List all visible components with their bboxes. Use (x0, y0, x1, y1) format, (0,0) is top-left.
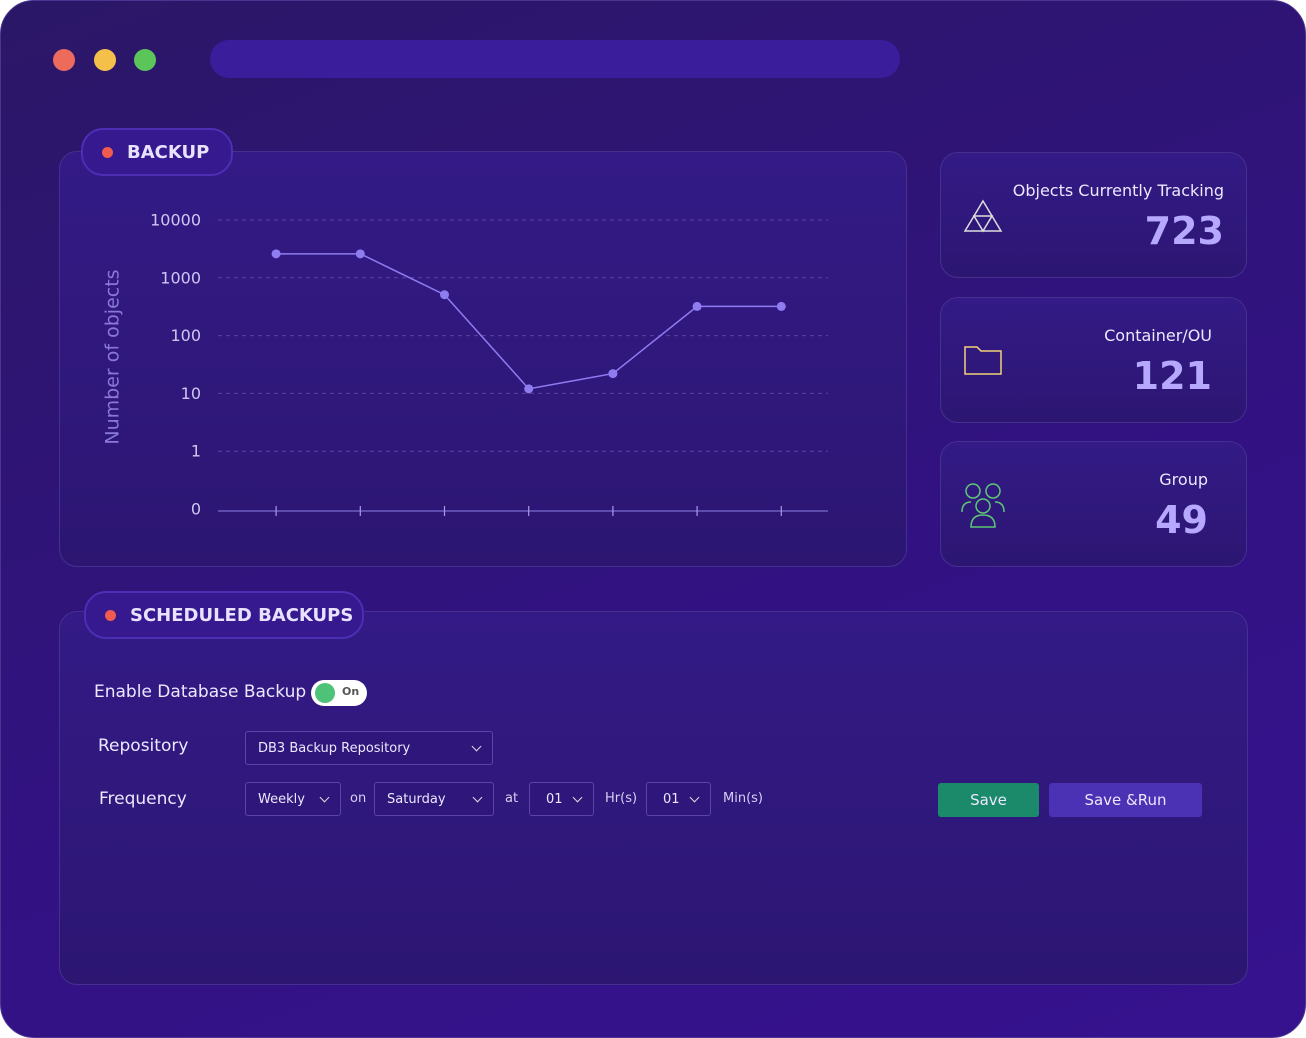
point (271, 249, 281, 259)
y-axis-label: Number of objects (102, 269, 124, 444)
save-button[interactable]: Save (938, 783, 1039, 817)
stat-card: Container/OU 121 (940, 297, 1247, 423)
group-icon (961, 483, 1005, 528)
stat-card: Group 49 (940, 441, 1247, 567)
repository-label: Repository (98, 736, 189, 756)
hour-select[interactable]: 01 (529, 782, 594, 816)
folder-icon (964, 346, 1002, 375)
stat-label: Group (1159, 470, 1208, 489)
frequency-select[interactable]: Weekly (245, 782, 341, 816)
minimize-dot[interactable] (94, 49, 116, 71)
close-dot[interactable] (53, 49, 75, 71)
y-tick-label: 10000 (150, 211, 201, 230)
y-tick-label: 1000 (160, 268, 201, 287)
y-tick-label: 10 (181, 384, 201, 403)
point (692, 301, 702, 311)
scheduled-title: SCHEDULED BACKUPS (84, 591, 364, 639)
point (524, 384, 534, 394)
hour-unit: Hr(s) (605, 791, 638, 806)
day-select[interactable]: Saturday (374, 782, 494, 816)
stat-label: Container/OU (1104, 326, 1212, 345)
point (355, 249, 365, 259)
point (608, 369, 618, 379)
tracking-icon (963, 199, 1003, 233)
toggle[interactable]: On (311, 680, 367, 706)
y-tick-label: 1 (191, 442, 201, 461)
y-tick-label: 100 (170, 326, 201, 345)
stat-value: 49 (1155, 498, 1208, 542)
point (776, 301, 786, 311)
minute-unit: Min(s) (723, 791, 763, 806)
on-text: on (350, 791, 367, 806)
backup-title: BACKUP (81, 128, 233, 176)
enable-label: Enable Database Backup (94, 682, 307, 702)
stat-value: 723 (1144, 209, 1224, 253)
line (276, 253, 782, 390)
save-run-button[interactable]: Save &Run (1049, 783, 1202, 817)
repository-select[interactable]: DB3 Backup Repository (245, 731, 493, 765)
minute-select[interactable]: 01 (646, 782, 711, 816)
point (440, 290, 449, 300)
stat-card: Objects Currently Tracking 723 (940, 152, 1247, 278)
stat-label: Objects Currently Tracking (1012, 181, 1224, 200)
at-text: at (505, 791, 519, 806)
title-text: BACKUP (127, 141, 210, 163)
stat-value: 121 (1132, 354, 1212, 398)
chart: Number of objects 0 1 10 100 1000 10000 (102, 211, 828, 519)
y-tick-label: 0 (191, 500, 201, 519)
frequency-label: Frequency (99, 789, 187, 809)
title-text: SCHEDULED BACKUPS (130, 604, 354, 626)
toggle-text: On (342, 685, 360, 698)
address-bar[interactable] (210, 40, 900, 78)
maximize-dot[interactable] (134, 49, 156, 71)
